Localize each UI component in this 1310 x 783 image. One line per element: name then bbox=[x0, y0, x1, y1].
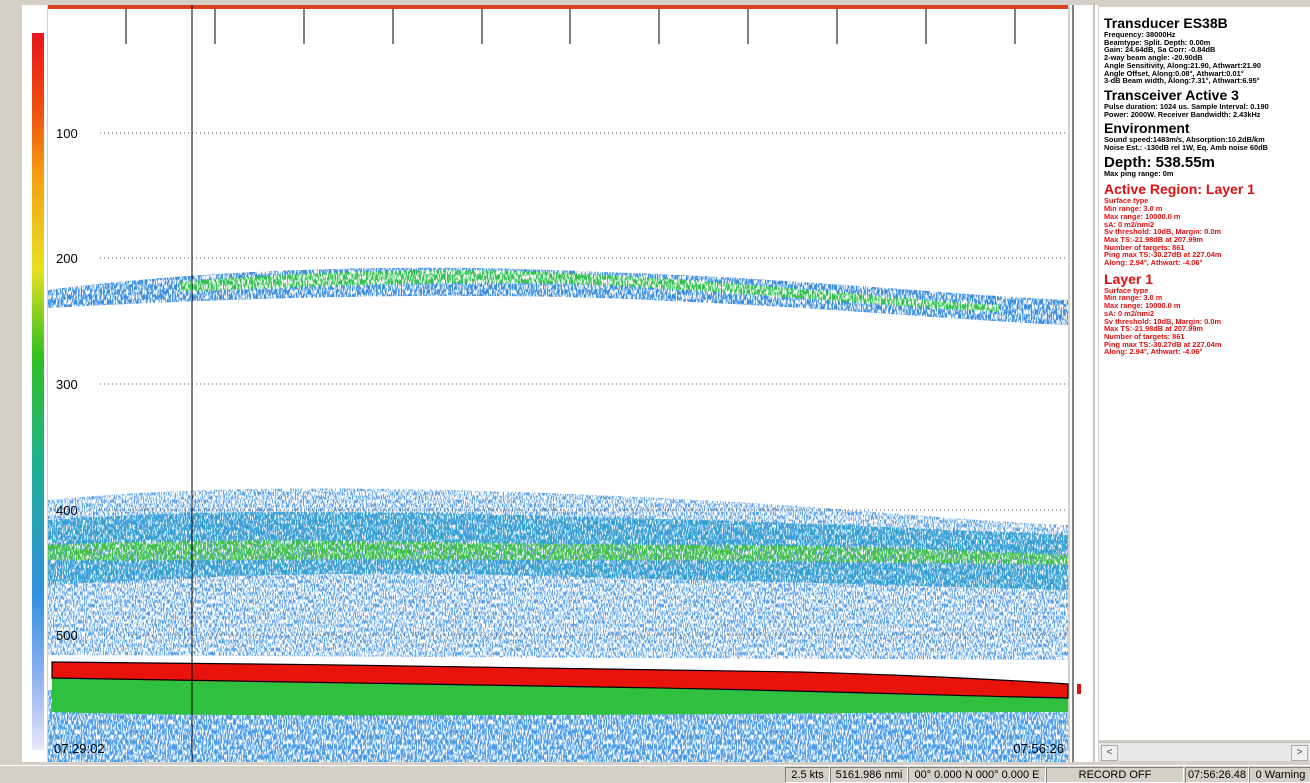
depth-label: 400 bbox=[56, 503, 78, 518]
bottom-marker bbox=[1077, 684, 1081, 694]
echogram-view: 100 200 300 400 500 07:29:02 07:56:26 bbox=[0, 0, 1099, 765]
section-heading: Layer 1 bbox=[1104, 272, 1310, 287]
depth-label: 100 bbox=[56, 126, 78, 141]
section-line: Along: 2.94°, Athwart: -4.06° bbox=[1104, 259, 1310, 267]
depth-label: 500 bbox=[56, 628, 78, 643]
surface-strip bbox=[48, 5, 1068, 9]
status-cell: 00° 0.000 N 000° 0.000 E bbox=[908, 767, 1046, 783]
end-time: 07:56:26 bbox=[1013, 741, 1064, 756]
section-heading: Transceiver Active 3 bbox=[1104, 88, 1310, 103]
scroll-right[interactable]: > bbox=[1291, 745, 1308, 761]
status-cell: RECORD OFF bbox=[1046, 767, 1184, 783]
section-line: Max ping range: 0m bbox=[1104, 170, 1310, 178]
scroll-left[interactable]: < bbox=[1101, 745, 1118, 761]
section-line: 3-dB Beam width, Along:7.31°, Athwart:6.… bbox=[1104, 77, 1310, 85]
color-scale bbox=[32, 33, 44, 750]
status-cell: 07:56:26.48 bbox=[1185, 767, 1249, 783]
depth-label: 200 bbox=[56, 251, 78, 266]
section-line: Power: 2000W. Receiver Bandwidth: 2.43kH… bbox=[1104, 111, 1310, 119]
start-time: 07:29:02 bbox=[54, 741, 105, 756]
app-window: {"echogram": {"depth_labels": ["100", "2… bbox=[0, 0, 1310, 782]
section-heading: Transducer ES38B bbox=[1104, 16, 1310, 31]
section-line: Along: 2.94°, Athwart: -4.06° bbox=[1104, 348, 1310, 356]
status-cell: 0 Warning bbox=[1249, 767, 1310, 783]
section-heading: Depth: 538.55m bbox=[1104, 155, 1310, 170]
depth-label: 300 bbox=[56, 377, 78, 392]
status-cell: 5161.986 nmi bbox=[830, 767, 908, 783]
section-heading: Active Region: Layer 1 bbox=[1104, 182, 1310, 197]
status-cell: 2.5 kts bbox=[785, 767, 830, 783]
horizontal-scrollbar[interactable]: < > bbox=[1099, 742, 1310, 761]
section-heading: Environment bbox=[1104, 121, 1310, 136]
section-line: Noise Est.: -130dB rel 1W, Eq. Amb noise… bbox=[1104, 144, 1310, 152]
